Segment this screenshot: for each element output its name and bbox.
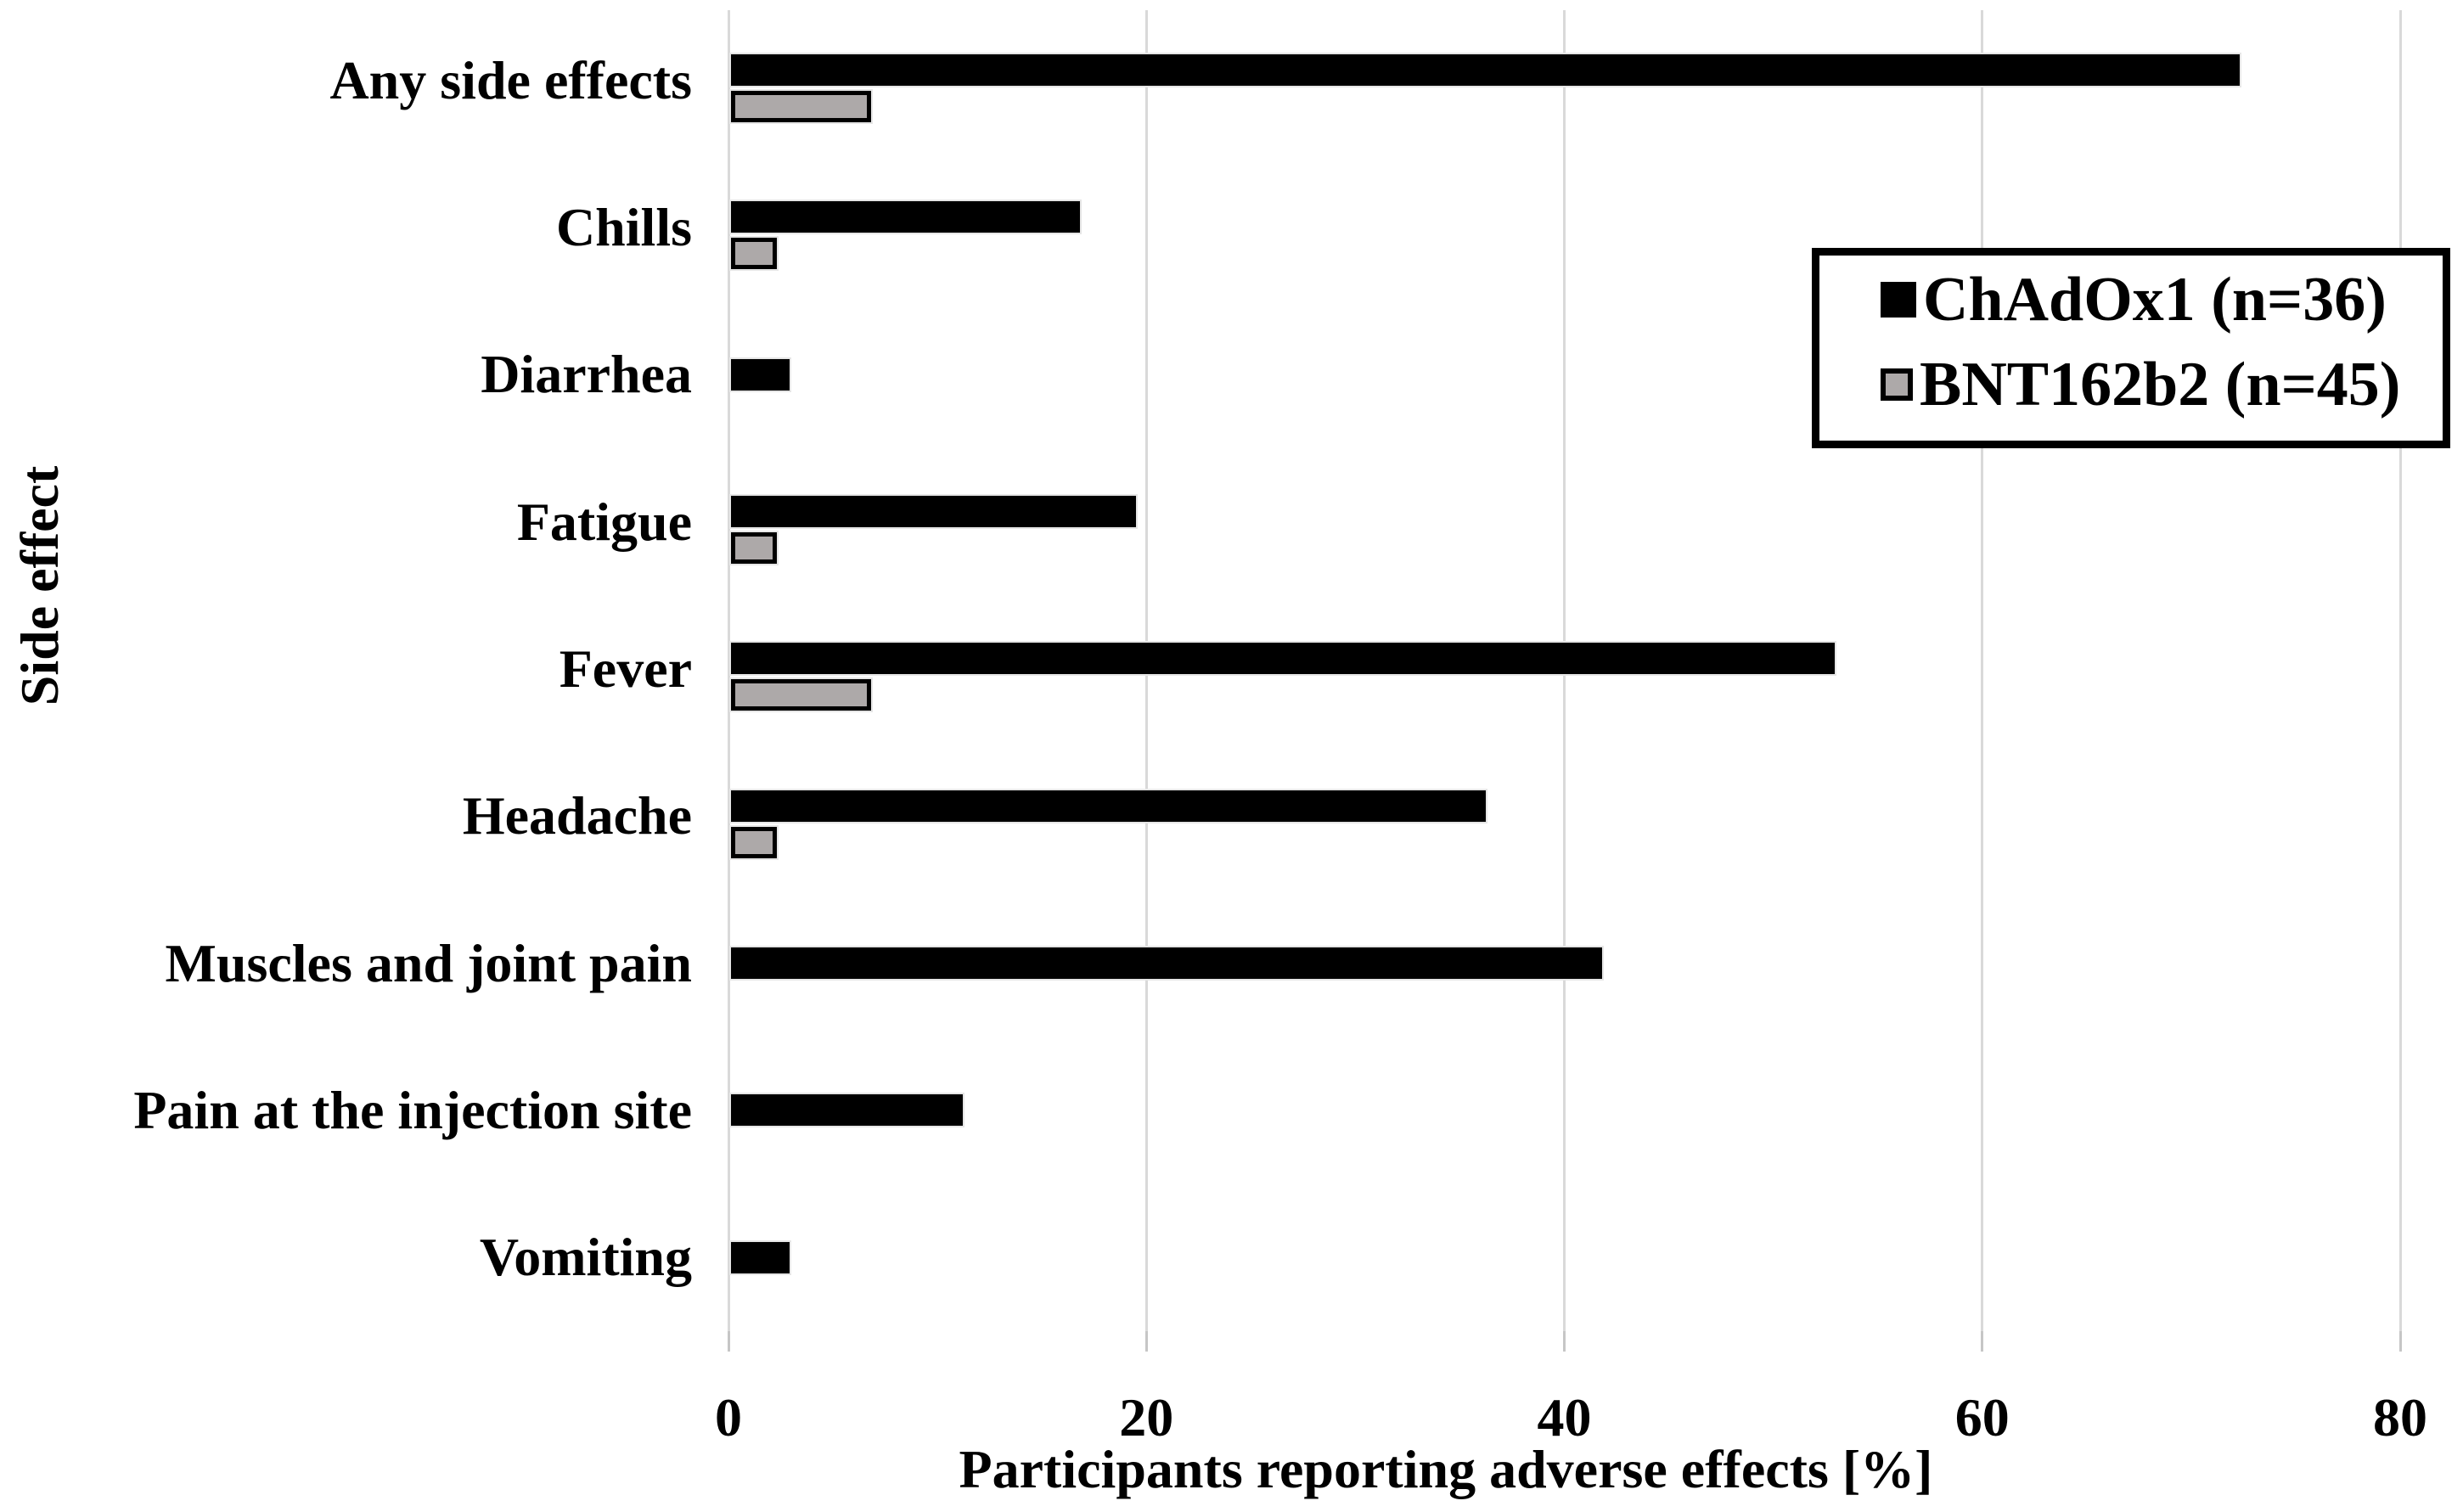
bar-bnt162b2-2 bbox=[731, 238, 778, 270]
x-axis-title: Participants reporting adverse effects [… bbox=[959, 1439, 1933, 1499]
bar-chadox1-9 bbox=[731, 1241, 790, 1273]
bar-chadox1-2 bbox=[731, 201, 1081, 233]
bar-chadox1-5 bbox=[731, 643, 1835, 675]
bar-bnt162b2-6 bbox=[731, 826, 778, 858]
bar-chadox1-1 bbox=[731, 54, 2241, 86]
legend-item-bnt162b2: BNT162b2 (n=45) bbox=[1881, 352, 2443, 417]
bar-bnt162b2-4 bbox=[731, 531, 778, 564]
gridline-80 bbox=[2398, 10, 2402, 1331]
legend-swatch-black-icon bbox=[1881, 282, 1916, 318]
gridline-60 bbox=[1981, 10, 1984, 1331]
legend: ChAdOx1 (n=36) BNT162b2 (n=45) bbox=[1812, 248, 2450, 448]
bar-chadox1-6 bbox=[731, 790, 1486, 822]
category-label-7: Muscles and joint pain bbox=[165, 932, 692, 993]
x-tick-label-80: 80 bbox=[2373, 1387, 2427, 1447]
tick-mark-40 bbox=[1563, 1331, 1566, 1352]
x-tick-label-40: 40 bbox=[1537, 1387, 1592, 1447]
category-label-2: Chills bbox=[555, 196, 692, 257]
x-tick-label-20: 20 bbox=[1119, 1387, 1174, 1447]
category-label-1: Any side effects bbox=[329, 49, 692, 110]
tick-mark-0 bbox=[727, 1331, 730, 1352]
category-label-3: Diarrhea bbox=[481, 344, 692, 405]
tick-mark-20 bbox=[1144, 1331, 1148, 1352]
legend-label-bnt162b2: BNT162b2 (n=45) bbox=[1920, 350, 2401, 419]
x-tick-label-0: 0 bbox=[715, 1387, 742, 1447]
bar-chadox1-4 bbox=[731, 495, 1137, 527]
category-label-5: Fever bbox=[559, 638, 692, 699]
legend-swatch-gray-icon bbox=[1881, 368, 1913, 401]
bar-bnt162b2-1 bbox=[731, 91, 871, 122]
legend-item-chadox1: ChAdOx1 (n=36) bbox=[1881, 267, 2443, 332]
category-label-9: Vomiting bbox=[479, 1227, 692, 1288]
x-tick-label-60: 60 bbox=[1954, 1387, 2010, 1447]
legend-label-chadox1: ChAdOx1 (n=36) bbox=[1923, 265, 2387, 334]
category-label-4: Fatigue bbox=[516, 491, 692, 552]
category-label-6: Headache bbox=[462, 785, 692, 846]
bar-bnt162b2-5 bbox=[731, 679, 871, 711]
tick-mark-60 bbox=[1981, 1331, 1984, 1352]
gridline-0 bbox=[727, 10, 730, 1331]
bar-chadox1-3 bbox=[731, 358, 790, 391]
bar-chadox1-7 bbox=[731, 947, 1603, 979]
category-label-8: Pain at the injection site bbox=[133, 1079, 692, 1140]
bar-chadox1-8 bbox=[731, 1094, 964, 1127]
tick-mark-80 bbox=[2398, 1331, 2402, 1352]
